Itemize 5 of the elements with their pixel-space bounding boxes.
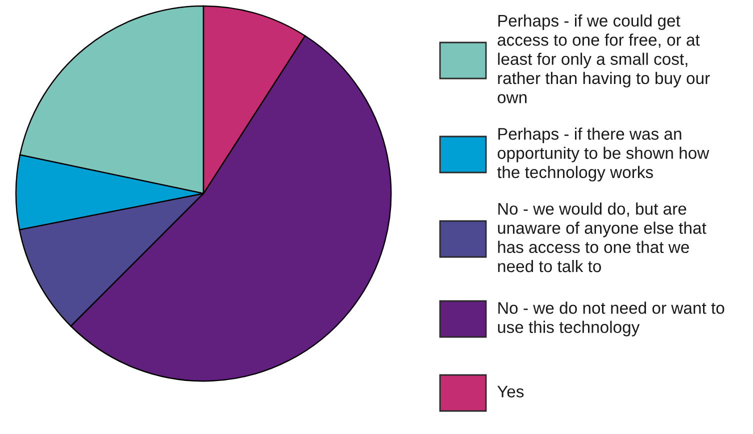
legend-label: Perhaps - if there was an opportunity to be shown how the technology works	[497, 128, 710, 182]
legend-label: Yes	[497, 386, 524, 398]
legend-label: Perhaps - if we could get access to one for free, or at least for only a small cost, rather than having to buy our own	[498, 14, 710, 104]
legend-label: No - we would do, but are unaware of anyone else that has access to one that we need to talk to	[498, 202, 706, 272]
legend-label: No - we do not need or want to use this technology	[498, 302, 724, 336]
